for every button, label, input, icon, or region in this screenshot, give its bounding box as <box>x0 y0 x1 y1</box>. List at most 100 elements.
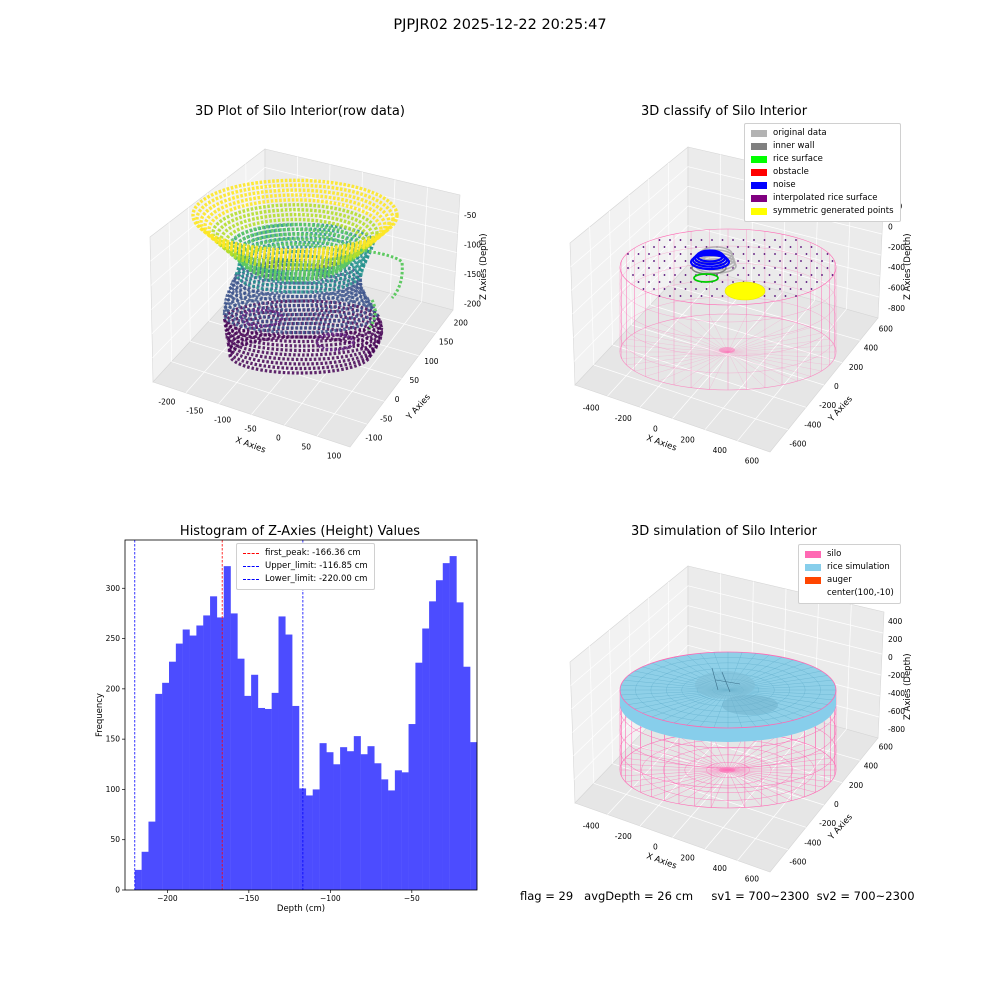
histogram-bar <box>203 615 211 890</box>
x-tick-label: 600 <box>745 875 760 884</box>
interpolated-point <box>779 274 781 276</box>
x-tick-label: -200 <box>615 832 632 841</box>
interpolated-point <box>779 288 781 290</box>
y-tick-label: -50 <box>380 414 392 423</box>
silo-floor-line <box>645 351 729 377</box>
interpolated-point <box>627 267 629 269</box>
histogram-bar <box>374 763 382 890</box>
interpolated-point <box>700 239 703 241</box>
y-tick-label: 300 <box>106 584 121 593</box>
legend-entry: Upper_limit: -116.85 cm <box>243 560 368 573</box>
z-tick-label: -400 <box>888 689 905 698</box>
silo-floor-line <box>727 351 747 390</box>
panel1-axes: -200 -150 -100 -50 0 50 100 -100 -50 0 50 100 150 20… <box>149 148 489 461</box>
data-point-ring <box>240 308 284 328</box>
interpolated-point <box>758 274 760 276</box>
interpolated-point <box>721 295 724 297</box>
noise-ring <box>693 250 727 266</box>
silo-floor-line <box>673 318 729 353</box>
status-footer: flag = 29 avgDepth = 26 cm sv1 = 700~230… <box>520 889 915 903</box>
panel3-frame <box>124 539 478 891</box>
noise-ring <box>695 249 725 263</box>
interpolated-point <box>700 295 703 297</box>
interpolated-point <box>726 246 729 248</box>
interpolated-point <box>732 239 734 241</box>
legend-swatch <box>243 579 259 580</box>
interpolated-point <box>774 267 776 269</box>
silo-floor-line <box>727 345 835 353</box>
silo-floor-line <box>727 351 798 382</box>
silo-floor-line <box>640 747 729 771</box>
histogram-bar <box>230 613 238 890</box>
silo-floor-line <box>625 769 729 782</box>
interpolated-point <box>795 239 797 241</box>
silo-floor-line <box>626 351 729 366</box>
histogram-bar <box>148 821 156 890</box>
legend-label: symmetric generated points <box>773 206 894 216</box>
interpolated-point <box>648 253 650 255</box>
x-tick-label: 0 <box>653 843 658 852</box>
panel2-title: 3D classify of Silo Interior <box>640 104 808 119</box>
interpolated-point <box>821 260 823 262</box>
interpolated-point <box>747 274 750 276</box>
z-tick-label: 200 <box>888 635 903 644</box>
interpolated-point <box>648 267 650 269</box>
legend-label: silo <box>827 549 842 559</box>
interpolated-point <box>690 295 692 297</box>
silo-floor-line <box>690 351 729 388</box>
avg-depth-value: avgDepth = 26 cm <box>584 889 694 903</box>
y-tick-label: 400 <box>864 344 879 353</box>
silo-floor-line <box>727 351 822 372</box>
histogram-bar <box>340 747 348 890</box>
y-tick-label: 100 <box>106 785 121 794</box>
interpolated-point <box>679 281 682 283</box>
interpolated-point <box>810 260 813 262</box>
y-tick-label: 0 <box>395 395 400 404</box>
interpolated-point <box>653 274 655 276</box>
panel4-xlabel: X Axies <box>645 851 678 871</box>
silo-floor-line <box>709 314 729 353</box>
interpolated-point <box>795 281 797 283</box>
silo-floor-line <box>727 318 783 353</box>
x-tick-label: -100 <box>214 416 231 425</box>
histogram-bar <box>319 743 327 890</box>
silo-floor-line <box>625 758 729 771</box>
legend-entry: rice surface <box>751 153 894 166</box>
silo-floor-line <box>727 351 766 388</box>
interpolated-point <box>800 274 802 276</box>
histogram-bar <box>169 661 177 890</box>
interpolated-point <box>784 295 787 297</box>
silo-floor-line <box>727 769 816 793</box>
z-tick-label: -100 <box>464 240 481 249</box>
interpolated-point <box>711 295 713 297</box>
panel2-legend: original data inner wall rice surface obsta… <box>744 123 901 222</box>
interpolated-point <box>831 260 834 262</box>
y-tick-label: 150 <box>439 338 454 347</box>
silo-floor-ring <box>706 762 750 778</box>
legend-swatch <box>805 590 821 597</box>
interpolated-point <box>789 274 792 276</box>
interpolated-point <box>632 260 634 262</box>
y-tick-label: 50 <box>110 835 120 844</box>
z-tick-label: -800 <box>888 725 905 734</box>
noise-ring <box>691 252 729 268</box>
histogram-bar <box>326 752 334 890</box>
panel3-title: Histogram of Z-Axies (Height) Values <box>179 524 421 539</box>
interpolated-point <box>642 260 645 262</box>
silo-floor-line <box>664 739 729 771</box>
interpolated-point <box>784 239 787 241</box>
interpolated-point <box>831 274 834 276</box>
interpolated-point <box>669 253 671 255</box>
silo-floor-line <box>727 351 830 366</box>
panel4-zlabel: Z Axies (Depth) <box>903 653 913 720</box>
histogram-bar <box>429 601 437 890</box>
legend-swatch <box>751 156 767 163</box>
interpolated-point <box>658 267 661 269</box>
silo-floor-line <box>727 351 835 359</box>
interpolated-point <box>768 288 771 290</box>
interpolated-point <box>732 281 734 283</box>
y-tick-label: 200 <box>454 319 469 328</box>
data-point-ring <box>233 258 363 299</box>
interpolated-point <box>648 281 650 283</box>
histogram-bar <box>285 634 293 890</box>
